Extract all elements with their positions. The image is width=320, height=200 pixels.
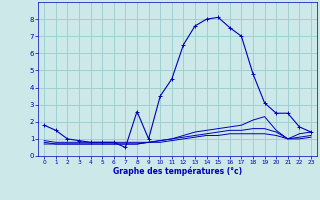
X-axis label: Graphe des températures (°c): Graphe des températures (°c) (113, 167, 242, 176)
